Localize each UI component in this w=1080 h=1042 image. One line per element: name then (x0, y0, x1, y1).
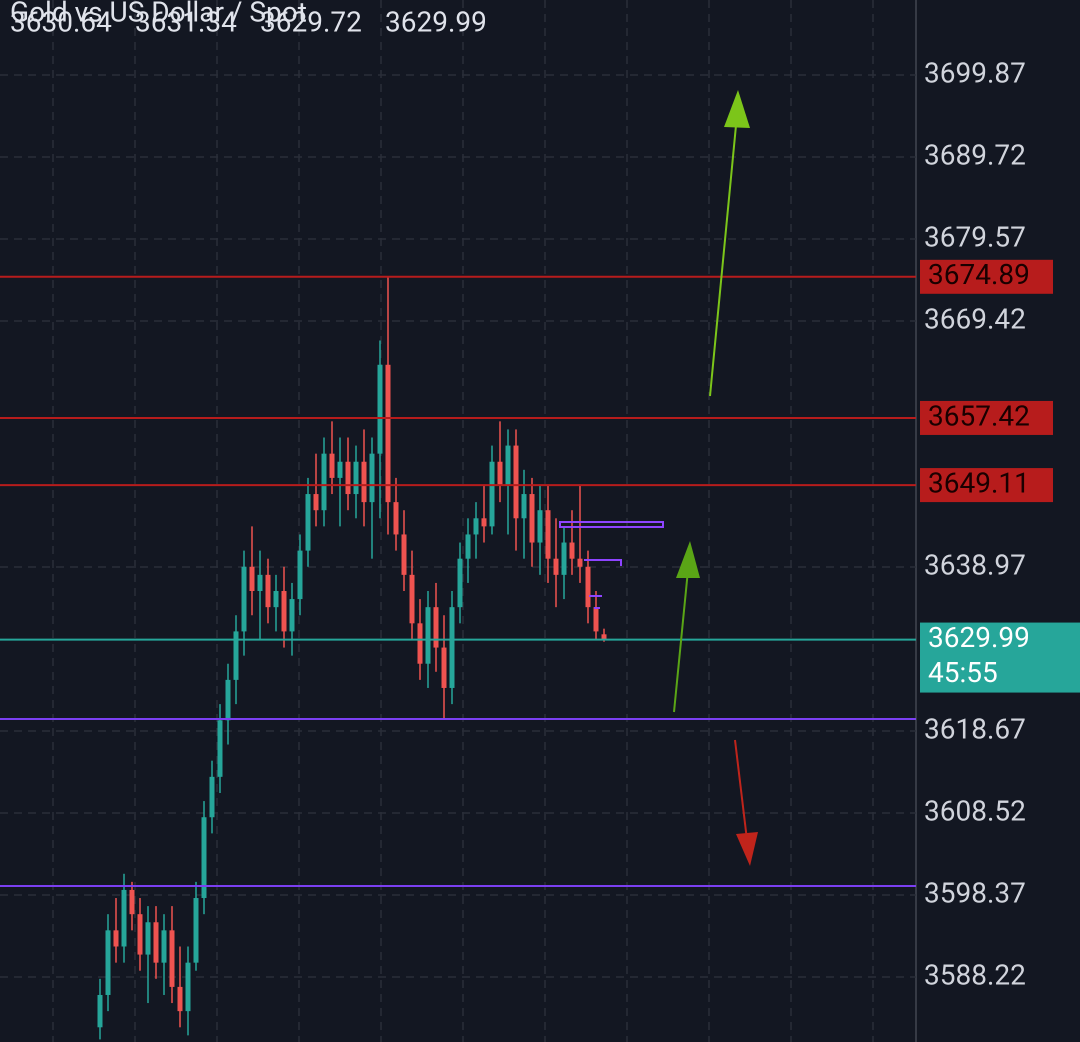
candle-body (169, 930, 175, 987)
vertical-grid (52, 0, 874, 1042)
candle-body (337, 461, 343, 478)
candle-body (321, 453, 327, 511)
candle-body (137, 914, 143, 955)
candle-body (449, 607, 455, 688)
candle-body (465, 534, 471, 559)
candle-body (369, 453, 375, 503)
candle-body (409, 574, 415, 624)
ohlc-value: 3630.64 (10, 5, 112, 38)
candle-body (161, 930, 167, 963)
price-label-box (920, 468, 1053, 503)
candle-body (553, 558, 559, 575)
price-label-box (920, 400, 1053, 435)
y-tick-label: 3598.37 (924, 876, 1026, 909)
price-label: 3674.89 (928, 258, 1030, 291)
price-label-box (920, 622, 1080, 693)
candle-body (433, 607, 439, 648)
y-tick-label: 3689.72 (924, 138, 1026, 171)
candle-body (505, 445, 511, 486)
candle-body (185, 962, 191, 1012)
candle-body (361, 461, 367, 503)
candle-body (577, 558, 583, 567)
candle-body (441, 647, 447, 688)
candle-body (513, 445, 519, 519)
candle-body (521, 494, 527, 519)
candle-body (233, 631, 239, 680)
candle-body (121, 889, 127, 947)
candle-body (281, 591, 287, 632)
candle-body (569, 542, 575, 559)
candle-body (353, 461, 359, 495)
candle-body (481, 518, 487, 527)
y-tick-label: 3638.97 (924, 548, 1026, 581)
y-tick-label: 3699.87 (924, 56, 1026, 89)
candle-body (489, 461, 495, 527)
candle-body (545, 510, 551, 559)
candle-body (585, 566, 591, 608)
ohlc-value: 3629.99 (385, 5, 487, 38)
price-label: 3629.99 (928, 621, 1030, 654)
candle-body (313, 494, 319, 511)
candle-body (425, 607, 431, 664)
countdown: 45:55 (928, 656, 998, 689)
candle-body (385, 364, 391, 503)
arrows (673, 90, 758, 866)
candle-body (529, 494, 535, 543)
candle-body (249, 566, 255, 592)
candle-body (265, 574, 271, 608)
candle-body (145, 922, 151, 955)
candle-body (193, 898, 199, 963)
ohlc-value: 3629.72 (260, 5, 362, 38)
candle-body (601, 634, 607, 640)
price-label: 3657.42 (928, 399, 1030, 432)
ohlc-legend: 3630.64 3631.34 3629.72 3629.99 (10, 5, 487, 38)
y-tick-label: 3669.42 (924, 302, 1026, 335)
candle-body (377, 364, 383, 454)
candle-body (297, 550, 303, 600)
drawings (559, 521, 664, 609)
candle-body (201, 817, 207, 899)
candle-body (257, 574, 263, 592)
candle-body (473, 518, 479, 535)
candle-body (113, 930, 119, 947)
candle-body (593, 607, 599, 632)
y-tick-label: 3608.52 (924, 794, 1026, 827)
candle-body (537, 510, 543, 543)
candle-body (105, 930, 111, 995)
plot (0, 74, 916, 1040)
candle-body (561, 542, 567, 575)
candle-body (401, 534, 407, 575)
candle-body (289, 599, 295, 632)
candle-body (345, 461, 351, 495)
chart-title: Gold vs US Dollar / Spot (10, 0, 307, 28)
candle-body (457, 558, 463, 608)
candle-body (225, 679, 231, 721)
candle-body (241, 566, 247, 632)
candle-body (393, 502, 399, 535)
price-label: 3649.11 (928, 466, 1030, 499)
candle-body (497, 461, 503, 486)
candle-body (217, 720, 223, 777)
candle-body (329, 453, 335, 478)
y-tick-label: 3588.22 (924, 958, 1026, 991)
y-tick-label: 3679.57 (924, 220, 1026, 253)
candle-body (97, 994, 103, 1028)
candle-body (417, 623, 423, 664)
candle-body (305, 494, 311, 551)
candle-body (273, 591, 279, 608)
candle-body (153, 922, 159, 963)
ohlc-value: 3631.34 (135, 5, 237, 38)
price-label-box (920, 259, 1053, 294)
candle-body (209, 776, 215, 818)
candle-body (129, 889, 135, 915)
candle-body (177, 986, 183, 1012)
y-tick-label: 3618.67 (924, 712, 1026, 745)
